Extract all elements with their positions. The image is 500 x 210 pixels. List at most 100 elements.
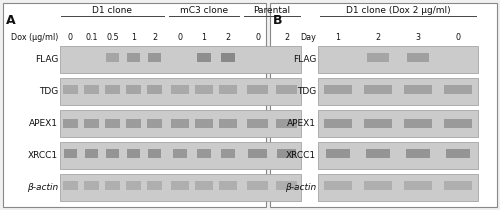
Bar — [246, 85, 268, 94]
Bar — [196, 149, 212, 158]
Text: B: B — [273, 14, 282, 27]
Bar — [128, 53, 140, 62]
Bar — [220, 119, 236, 128]
Text: 0: 0 — [255, 34, 260, 42]
Bar — [147, 119, 162, 128]
Bar — [147, 181, 162, 190]
Bar — [220, 149, 236, 158]
Text: 0: 0 — [68, 34, 73, 42]
Text: 2: 2 — [376, 34, 380, 42]
Bar — [126, 85, 141, 94]
Bar — [404, 181, 432, 190]
Text: 1: 1 — [336, 34, 340, 42]
Bar — [246, 119, 268, 128]
Text: β-actin: β-actin — [285, 183, 316, 192]
Text: XRCC1: XRCC1 — [286, 151, 316, 160]
Text: 2: 2 — [152, 34, 157, 42]
Text: Parental: Parental — [254, 6, 290, 15]
Bar — [364, 181, 392, 190]
Bar — [318, 46, 478, 73]
Text: 0.1: 0.1 — [85, 34, 98, 42]
Bar — [278, 149, 295, 158]
Bar — [127, 149, 140, 158]
Text: APEX1: APEX1 — [29, 119, 58, 128]
Text: TDG: TDG — [297, 87, 316, 96]
Bar — [406, 149, 430, 158]
Bar — [196, 85, 212, 94]
Text: β-actin: β-actin — [27, 183, 58, 192]
Bar — [85, 149, 98, 158]
Bar — [270, 3, 497, 207]
Bar — [60, 46, 301, 73]
Text: 1: 1 — [131, 34, 136, 42]
Bar — [364, 85, 392, 94]
Bar — [60, 78, 301, 105]
Text: D1 clone (Dox 2 μg/ml): D1 clone (Dox 2 μg/ml) — [346, 6, 451, 15]
Bar — [248, 149, 266, 158]
Bar — [446, 149, 470, 158]
Bar — [148, 149, 161, 158]
Bar — [84, 85, 99, 94]
Bar — [106, 149, 119, 158]
Bar — [84, 119, 99, 128]
Text: 1: 1 — [202, 34, 206, 42]
Text: 0: 0 — [456, 34, 460, 42]
Bar — [63, 181, 78, 190]
Text: D1 clone: D1 clone — [92, 6, 132, 15]
Text: 2: 2 — [284, 34, 289, 42]
Bar — [318, 174, 478, 201]
Bar — [407, 53, 429, 62]
Text: A: A — [6, 14, 16, 27]
Bar — [444, 119, 472, 128]
Bar — [106, 53, 118, 62]
Bar — [105, 119, 120, 128]
Bar — [64, 149, 77, 158]
Bar — [324, 181, 352, 190]
Bar — [404, 119, 432, 128]
Bar — [220, 85, 236, 94]
Text: 2: 2 — [226, 34, 230, 42]
Bar — [147, 85, 162, 94]
Bar — [196, 53, 212, 62]
Bar — [220, 181, 236, 190]
Text: TDG: TDG — [39, 87, 58, 96]
Bar — [3, 3, 266, 207]
Bar — [444, 181, 472, 190]
Text: APEX1: APEX1 — [287, 119, 316, 128]
Bar — [60, 110, 301, 137]
Bar — [105, 181, 120, 190]
Bar — [364, 119, 392, 128]
Bar — [63, 85, 78, 94]
Text: FLAG: FLAG — [34, 55, 58, 64]
Bar — [276, 85, 297, 94]
Text: XRCC1: XRCC1 — [28, 151, 58, 160]
Bar — [60, 142, 301, 169]
Bar — [276, 119, 297, 128]
Text: 3: 3 — [416, 34, 420, 42]
Bar — [246, 181, 268, 190]
Bar — [84, 181, 99, 190]
Bar — [126, 119, 141, 128]
Bar — [172, 85, 188, 94]
Bar — [148, 53, 160, 62]
Bar — [318, 78, 478, 105]
Text: 0: 0 — [178, 34, 182, 42]
Bar — [172, 181, 188, 190]
Text: mC3 clone: mC3 clone — [180, 6, 228, 15]
Bar — [220, 53, 236, 62]
Bar — [326, 149, 350, 158]
Bar — [63, 119, 78, 128]
Bar — [324, 85, 352, 94]
Text: Day: Day — [300, 34, 316, 42]
Bar — [196, 119, 212, 128]
Bar — [318, 142, 478, 169]
Bar — [318, 110, 478, 137]
Bar — [276, 181, 297, 190]
Bar — [126, 181, 141, 190]
Text: 0.5: 0.5 — [106, 34, 119, 42]
Bar — [444, 85, 472, 94]
Bar — [324, 119, 352, 128]
Bar — [60, 174, 301, 201]
Text: Dox (μg/ml): Dox (μg/ml) — [10, 34, 58, 42]
Bar — [404, 85, 432, 94]
